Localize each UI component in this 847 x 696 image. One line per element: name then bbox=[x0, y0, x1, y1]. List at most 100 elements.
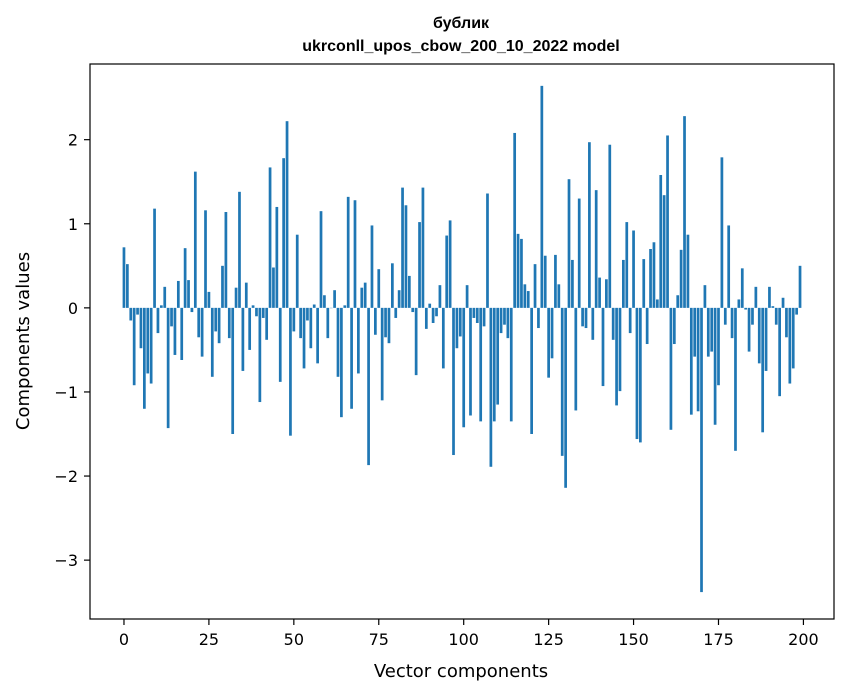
bar-component-26 bbox=[210, 307, 214, 377]
bar-component-133 bbox=[574, 307, 578, 411]
bar-component-132 bbox=[571, 259, 574, 308]
bar-component-184 bbox=[747, 307, 751, 352]
bar-component-93 bbox=[438, 285, 442, 308]
bar-component-88 bbox=[421, 187, 425, 308]
bar-component-63 bbox=[336, 307, 340, 377]
bar-component-182 bbox=[740, 268, 744, 308]
bar-component-14 bbox=[170, 307, 173, 327]
bar-component-118 bbox=[523, 284, 527, 308]
bar-component-87 bbox=[418, 222, 421, 308]
bar-component-4 bbox=[136, 307, 139, 315]
bar-component-180 bbox=[734, 307, 737, 451]
bar-component-106 bbox=[482, 307, 486, 327]
bar-component-129 bbox=[560, 307, 564, 456]
bar-component-107 bbox=[486, 193, 489, 308]
bar-component-130 bbox=[564, 307, 567, 488]
bar-component-83 bbox=[404, 205, 408, 308]
bar-component-140 bbox=[598, 277, 601, 308]
y-tick-label: −1 bbox=[54, 383, 78, 402]
bar-component-72 bbox=[367, 307, 370, 466]
bar-component-99 bbox=[458, 307, 462, 337]
bar-component-110 bbox=[496, 307, 500, 405]
bar-component-36 bbox=[244, 282, 248, 308]
bar-component-45 bbox=[275, 206, 279, 308]
bar-component-79 bbox=[391, 263, 394, 308]
chart-title-line2: ukrconll_upos_cbow_200_10_2022 model bbox=[302, 38, 619, 55]
bar-component-25 bbox=[207, 291, 211, 308]
bar-component-56 bbox=[312, 304, 316, 308]
bar-component-189 bbox=[764, 307, 768, 371]
bar-component-119 bbox=[526, 291, 530, 308]
bar-component-19 bbox=[187, 280, 190, 308]
bar-component-149 bbox=[628, 307, 632, 334]
bar-component-29 bbox=[221, 265, 224, 308]
bar-component-150 bbox=[632, 230, 635, 308]
bar-component-95 bbox=[445, 235, 449, 308]
bar-component-154 bbox=[645, 307, 649, 345]
bar-component-109 bbox=[492, 307, 496, 422]
bar-component-186 bbox=[754, 286, 758, 308]
bar-component-27 bbox=[214, 307, 218, 332]
bar-component-195 bbox=[785, 307, 788, 338]
bar-component-181 bbox=[737, 299, 741, 308]
bar-component-121 bbox=[533, 264, 537, 308]
bar-component-62 bbox=[333, 290, 336, 308]
bar-component-71 bbox=[363, 282, 367, 308]
bar-component-153 bbox=[642, 259, 646, 308]
bar-component-159 bbox=[662, 195, 666, 308]
bar-component-7 bbox=[146, 307, 150, 374]
bar-component-188 bbox=[761, 307, 765, 433]
bar-component-167 bbox=[689, 307, 693, 415]
bar-component-172 bbox=[706, 307, 710, 357]
bar-component-126 bbox=[550, 307, 554, 359]
bar-component-24 bbox=[204, 210, 207, 308]
bar-component-49 bbox=[289, 307, 292, 436]
bar-component-81 bbox=[397, 290, 401, 308]
bar-component-54 bbox=[306, 307, 309, 321]
bar-component-5 bbox=[139, 307, 143, 349]
bar-component-0 bbox=[122, 247, 126, 308]
y-tick-label: −3 bbox=[54, 551, 78, 570]
bar-component-152 bbox=[639, 307, 642, 443]
bar-component-12 bbox=[163, 286, 167, 308]
bar-component-65 bbox=[343, 305, 347, 308]
bar-component-60 bbox=[326, 307, 330, 339]
bar-component-53 bbox=[302, 307, 306, 369]
x-tick-label: 100 bbox=[448, 630, 479, 649]
bar-component-144 bbox=[611, 307, 615, 340]
bar-component-51 bbox=[295, 234, 299, 308]
bar-component-57 bbox=[316, 307, 319, 364]
bar-component-37 bbox=[248, 307, 252, 350]
bar-component-194 bbox=[781, 297, 785, 308]
bar-component-20 bbox=[190, 307, 194, 313]
bar-component-158 bbox=[659, 175, 663, 308]
bar-component-120 bbox=[530, 307, 533, 434]
bar-component-82 bbox=[401, 187, 404, 308]
bar-component-23 bbox=[200, 307, 204, 357]
bar-component-161 bbox=[669, 307, 673, 430]
bar-component-148 bbox=[625, 222, 629, 308]
bar-component-139 bbox=[594, 190, 598, 308]
x-tick-label: 0 bbox=[119, 630, 129, 649]
bar-component-68 bbox=[353, 200, 357, 308]
bar-component-102 bbox=[469, 307, 472, 416]
x-tick-label: 150 bbox=[618, 630, 649, 649]
bar-component-34 bbox=[238, 191, 241, 308]
bar-component-123 bbox=[540, 85, 544, 308]
bar-component-38 bbox=[251, 305, 255, 308]
bar-component-138 bbox=[591, 307, 595, 340]
x-axis-ticks: 0 25 50 75 100 125 150 175 200 bbox=[119, 619, 819, 649]
bar-component-155 bbox=[649, 249, 652, 308]
bar-component-17 bbox=[180, 307, 184, 360]
bar-component-105 bbox=[479, 307, 483, 422]
bar-component-174 bbox=[713, 307, 717, 425]
bar-component-146 bbox=[618, 307, 622, 392]
bar-component-96 bbox=[448, 220, 452, 308]
bar-component-191 bbox=[771, 306, 775, 308]
bar-component-115 bbox=[513, 132, 517, 308]
bar-component-13 bbox=[166, 307, 170, 429]
bar-component-170 bbox=[700, 307, 703, 593]
x-tick-label: 25 bbox=[199, 630, 219, 649]
bar-component-137 bbox=[588, 142, 591, 308]
